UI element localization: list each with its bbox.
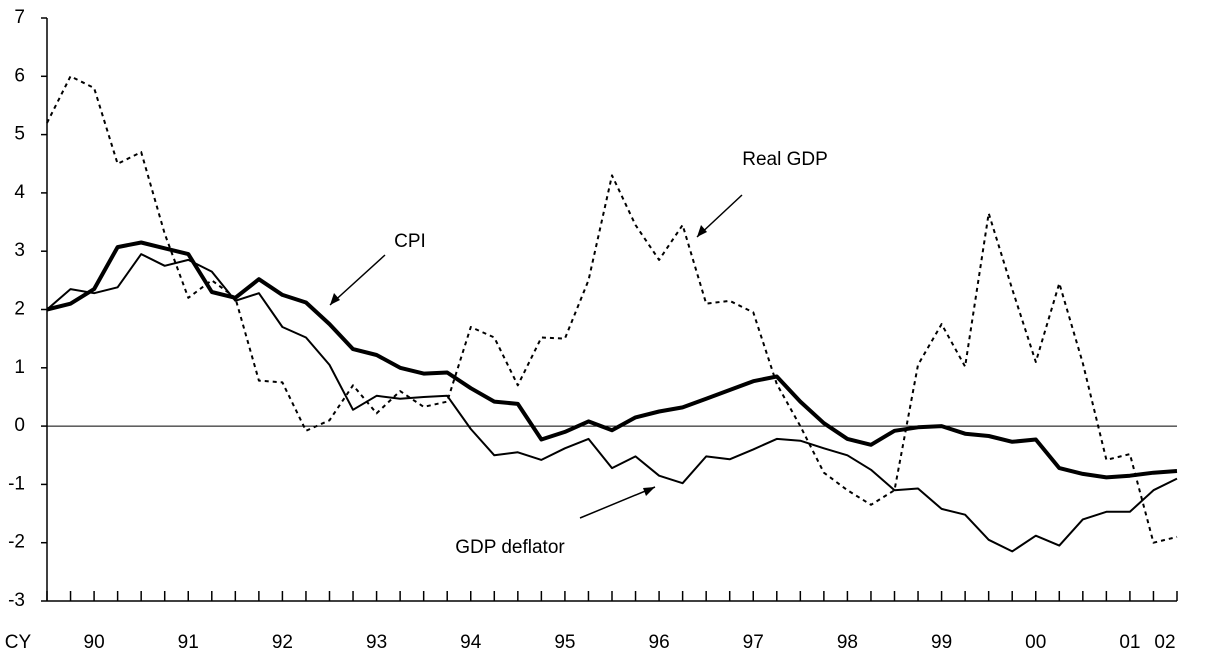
annotation-arrow [329,254,386,306]
y-tick-label: -2 [8,532,25,553]
y-tick-label: 4 [14,182,25,203]
series-line [46,75,1178,544]
arrow-head [643,487,655,496]
series-line [46,240,1178,480]
x-tick-label: 02 [1154,632,1175,653]
arrow-head [330,293,340,305]
x-tick-label: 95 [554,632,575,653]
x-tick-label: 01 [1119,632,1140,653]
x-tick-label: 99 [931,632,952,653]
series-line [46,253,1178,553]
annotation: GDP deflator [455,537,565,558]
x-tick-label: 98 [837,632,858,653]
y-tick-label: -1 [8,473,25,494]
y-tick-label: 7 [14,7,25,28]
x-tick-label: 97 [743,632,764,653]
x-tick-label: 93 [366,632,387,653]
y-tick-label: 0 [14,415,25,436]
x-tick-label: 94 [460,632,482,653]
x-axis-label: CY [5,632,32,653]
x-tick-label: 92 [272,632,293,653]
y-tick-label: 2 [14,299,25,320]
y-tick-label: 5 [14,124,25,145]
x-tick-label: 91 [178,632,199,653]
y-tick-label: 6 [14,65,25,86]
y-tick-label: 3 [14,240,25,261]
annotation-arrow [579,486,656,519]
annotation: Real GDP [742,149,828,170]
y-tick-label: -3 [8,590,25,611]
annotation: CPI [394,231,426,252]
x-tick-label: 90 [84,632,105,653]
x-tick-label: 00 [1025,632,1046,653]
arrow-head [697,225,707,237]
x-tick-label: 96 [649,632,670,653]
y-tick-label: 1 [14,357,25,378]
